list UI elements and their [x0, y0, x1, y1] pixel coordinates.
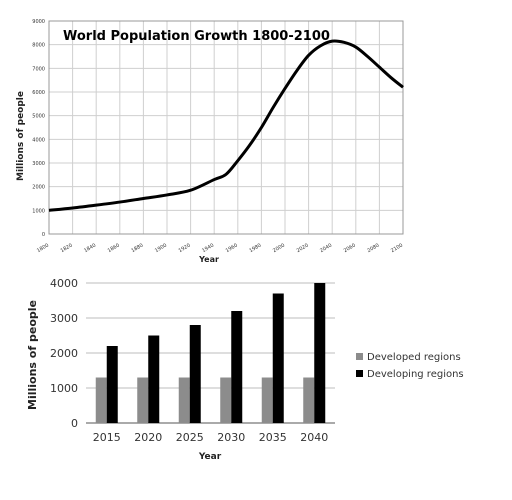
bar-chart-legend: Developed regions Developing regions — [356, 352, 464, 380]
x-axis-label: Year — [198, 255, 219, 264]
bar-chart-ticks: 0 1000 2000 3000 4000 2015 2020 2025 2030 2035 204… — [50, 277, 328, 444]
bar-developing — [231, 311, 243, 423]
x-tick-label: 1980 — [248, 243, 262, 255]
bar-y-tick-label: 0 — [71, 417, 78, 430]
bar-x-tick-label: 2030 — [217, 431, 245, 444]
x-tick-label: 1820 — [60, 243, 74, 255]
x-tick-label: 1840 — [83, 243, 97, 255]
bar-x-tick-label: 2040 — [300, 431, 328, 444]
bar-chart-bars — [95, 283, 326, 423]
x-tick-label: 1900 — [154, 243, 168, 255]
line-chart: 1800 1820 1840 1860 1880 1900 1920 1940 1960 1980… — [16, 19, 404, 264]
bar-developed — [220, 377, 232, 423]
y-tick-label: 3000 — [32, 161, 45, 167]
y-tick-label: 7000 — [32, 66, 45, 72]
legend-label: Developing regions — [367, 369, 464, 380]
x-tick-label: 2100 — [390, 243, 404, 255]
bar-x-tick-label: 2035 — [259, 431, 287, 444]
bar-developing — [148, 335, 160, 423]
x-tick-label: 2080 — [366, 243, 380, 255]
x-tick-label: 2020 — [296, 243, 310, 255]
bar-y-tick-label: 3000 — [50, 312, 78, 325]
x-tick-label: 2040 — [319, 243, 333, 255]
legend-swatch — [356, 370, 363, 377]
x-tick-label: 1880 — [130, 243, 144, 255]
bar-x-tick-label: 2015 — [93, 431, 121, 444]
population-line — [48, 39, 404, 212]
bar-developed — [137, 377, 149, 423]
y-tick-label: 0 — [42, 232, 45, 238]
line-chart-grid — [48, 20, 404, 235]
y-tick-label: 6000 — [32, 90, 45, 96]
legend-label: Developed regions — [367, 352, 461, 363]
x-tick-label: 1860 — [107, 243, 121, 255]
x-tick-label: 1920 — [178, 243, 192, 255]
bar-developing — [272, 293, 284, 423]
y-tick-label: 9000 — [32, 19, 45, 25]
bar-x-tick-label: 2025 — [176, 431, 204, 444]
bar-developed — [95, 377, 107, 423]
bar-y-tick-label: 4000 — [50, 277, 78, 290]
y-tick-label: 2000 — [32, 185, 45, 191]
legend-swatch — [356, 353, 363, 360]
y-tick-label: 5000 — [32, 114, 45, 120]
x-tick-label: 1940 — [201, 243, 215, 255]
bar-chart-grid — [86, 282, 335, 424]
bar-developing — [314, 283, 326, 423]
bar-x-tick-label: 2020 — [134, 431, 162, 444]
x-tick-label: 1800 — [36, 243, 50, 255]
bar-y-tick-label: 2000 — [50, 347, 78, 360]
bar-developed — [303, 377, 315, 423]
x-tick-label: 2000 — [272, 243, 286, 255]
plot-frame — [48, 20, 404, 235]
y-tick-label: 1000 — [32, 208, 45, 214]
x-tick-label: 1960 — [225, 243, 239, 255]
bar-developing — [106, 346, 118, 423]
y-tick-label: 4000 — [32, 137, 45, 143]
chart-title: World Population Growth 1800-2100 — [63, 29, 330, 44]
bar-x-axis-label: Year — [198, 452, 222, 462]
bar-y-tick-label: 1000 — [50, 382, 78, 395]
bar-y-axis-label: Millions of people — [26, 300, 39, 410]
bar-developing — [189, 325, 201, 423]
bar-developed — [261, 377, 273, 423]
x-tick-label: 2060 — [343, 243, 357, 255]
y-axis-label: Millions of people — [16, 91, 26, 181]
bar-chart: 0 1000 2000 3000 4000 2015 2020 2025 2030 2035 204… — [26, 277, 464, 462]
y-tick-label: 8000 — [32, 43, 45, 49]
bar-developed — [178, 377, 190, 423]
line-chart-ticks: 1800 1820 1840 1860 1880 1900 1920 1940 1960 1980… — [32, 19, 404, 254]
